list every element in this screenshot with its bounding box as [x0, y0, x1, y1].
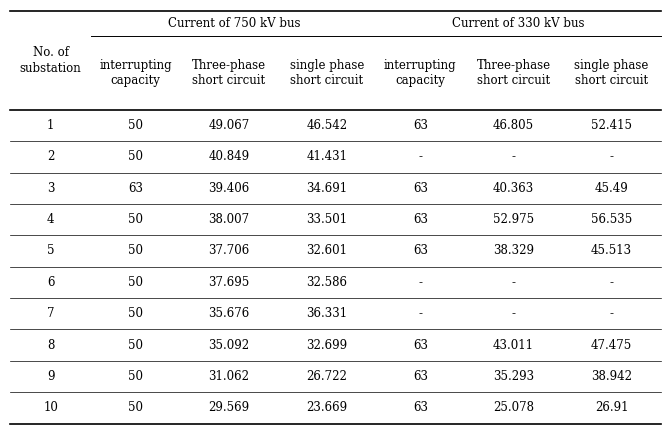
- Text: 5: 5: [47, 245, 54, 258]
- Text: 41.431: 41.431: [307, 150, 347, 163]
- Text: -: -: [511, 276, 515, 289]
- Text: 50: 50: [128, 401, 143, 415]
- Text: 6: 6: [47, 276, 54, 289]
- Text: 35.293: 35.293: [493, 370, 534, 383]
- Text: 25.078: 25.078: [493, 401, 534, 415]
- Text: -: -: [610, 150, 614, 163]
- Text: 49.067: 49.067: [208, 119, 250, 132]
- Text: -: -: [418, 150, 422, 163]
- Text: 63: 63: [413, 119, 428, 132]
- Text: 50: 50: [128, 119, 143, 132]
- Text: 32.586: 32.586: [307, 276, 347, 289]
- Text: -: -: [610, 276, 614, 289]
- Text: 50: 50: [128, 245, 143, 258]
- Text: interrupting
capacity: interrupting capacity: [100, 59, 172, 87]
- Text: -: -: [610, 307, 614, 320]
- Text: Three-phase
short circuit: Three-phase short circuit: [192, 59, 266, 87]
- Text: -: -: [418, 307, 422, 320]
- Text: -: -: [511, 307, 515, 320]
- Text: 45.49: 45.49: [595, 182, 629, 195]
- Text: 50: 50: [128, 338, 143, 352]
- Text: 10: 10: [43, 401, 58, 415]
- Text: -: -: [511, 150, 515, 163]
- Text: 50: 50: [128, 150, 143, 163]
- Text: 38.329: 38.329: [493, 245, 534, 258]
- Text: 52.415: 52.415: [591, 119, 632, 132]
- Text: 63: 63: [413, 338, 428, 352]
- Text: 35.676: 35.676: [208, 307, 250, 320]
- Text: 63: 63: [413, 182, 428, 195]
- Text: No. of
substation: No. of substation: [20, 46, 82, 74]
- Text: 50: 50: [128, 370, 143, 383]
- Text: Three-phase
short circuit: Three-phase short circuit: [477, 59, 550, 87]
- Text: 46.542: 46.542: [307, 119, 347, 132]
- Text: 50: 50: [128, 213, 143, 226]
- Text: 34.691: 34.691: [307, 182, 347, 195]
- Text: single phase
short circuit: single phase short circuit: [574, 59, 649, 87]
- Text: 40.363: 40.363: [493, 182, 534, 195]
- Text: 7: 7: [47, 307, 54, 320]
- Text: single phase
short circuit: single phase short circuit: [290, 59, 365, 87]
- Text: 63: 63: [413, 401, 428, 415]
- Text: 2: 2: [47, 150, 54, 163]
- Text: 38.942: 38.942: [591, 370, 632, 383]
- Text: 37.695: 37.695: [208, 276, 250, 289]
- Text: 63: 63: [128, 182, 143, 195]
- Text: 46.805: 46.805: [493, 119, 534, 132]
- Text: -: -: [418, 276, 422, 289]
- Text: 50: 50: [128, 276, 143, 289]
- Text: 47.475: 47.475: [591, 338, 632, 352]
- Text: 45.513: 45.513: [591, 245, 632, 258]
- Text: 63: 63: [413, 245, 428, 258]
- Text: 29.569: 29.569: [208, 401, 250, 415]
- Text: 32.699: 32.699: [307, 338, 347, 352]
- Text: 26.722: 26.722: [307, 370, 347, 383]
- Text: 50: 50: [128, 307, 143, 320]
- Text: 52.975: 52.975: [493, 213, 534, 226]
- Text: interrupting
capacity: interrupting capacity: [384, 59, 457, 87]
- Text: Current of 330 kV bus: Current of 330 kV bus: [452, 17, 584, 30]
- Text: 33.501: 33.501: [307, 213, 347, 226]
- Text: 8: 8: [47, 338, 54, 352]
- Text: 1: 1: [47, 119, 54, 132]
- Text: 63: 63: [413, 370, 428, 383]
- Text: Current of 750 kV bus: Current of 750 kV bus: [167, 17, 300, 30]
- Text: 38.007: 38.007: [208, 213, 250, 226]
- Text: 31.062: 31.062: [208, 370, 250, 383]
- Text: 39.406: 39.406: [208, 182, 250, 195]
- Text: 9: 9: [47, 370, 54, 383]
- Text: 56.535: 56.535: [591, 213, 632, 226]
- Text: 3: 3: [47, 182, 54, 195]
- Text: 63: 63: [413, 213, 428, 226]
- Text: 23.669: 23.669: [307, 401, 347, 415]
- Text: 4: 4: [47, 213, 54, 226]
- Text: 26.91: 26.91: [595, 401, 628, 415]
- Text: 35.092: 35.092: [208, 338, 250, 352]
- Text: 37.706: 37.706: [208, 245, 250, 258]
- Text: 43.011: 43.011: [493, 338, 534, 352]
- Text: 36.331: 36.331: [307, 307, 347, 320]
- Text: 32.601: 32.601: [307, 245, 347, 258]
- Text: 40.849: 40.849: [208, 150, 250, 163]
